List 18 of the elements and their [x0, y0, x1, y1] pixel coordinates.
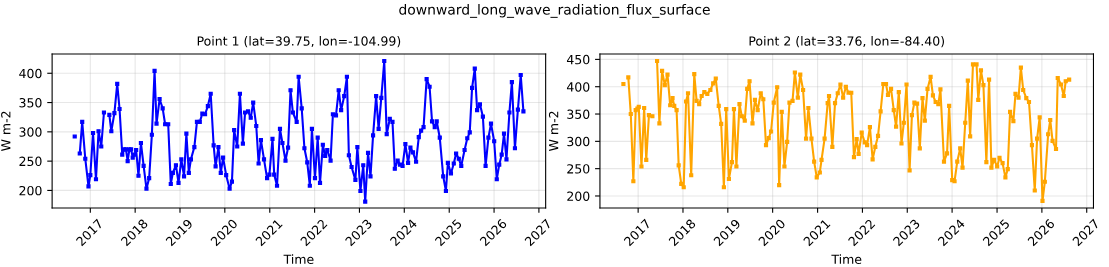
y-tick-label: 350 [19, 98, 42, 108]
y-tick-label: 450 [566, 54, 590, 65]
y-tick-label: 250 [19, 156, 42, 167]
y-tick-label: 250 [567, 164, 590, 174]
y-axis-title: W m-2 [548, 111, 559, 152]
y-tick-label: 300 [567, 136, 590, 147]
y-tick-label: 350 [567, 109, 590, 119]
chart-title: Point 1 (lat=39.75, lon=-104.99) [197, 36, 401, 48]
y-tick-label: 200 [19, 185, 42, 196]
y-tick-label: 200 [567, 191, 590, 201]
y-axis-title: W m-2 [1, 111, 11, 152]
x-axis-title: Time [831, 254, 862, 264]
y-tick-label: 400 [566, 82, 590, 92]
text: downward_long_wave_radiation_flux_surface [399, 4, 710, 18]
y-tick-label: 300 [19, 127, 42, 137]
y-tick-label: 400 [19, 68, 42, 79]
chart-title: Point 2 (lat=33.76, lon=-84.40) [749, 36, 944, 48]
x-axis-title: Time [283, 254, 314, 264]
